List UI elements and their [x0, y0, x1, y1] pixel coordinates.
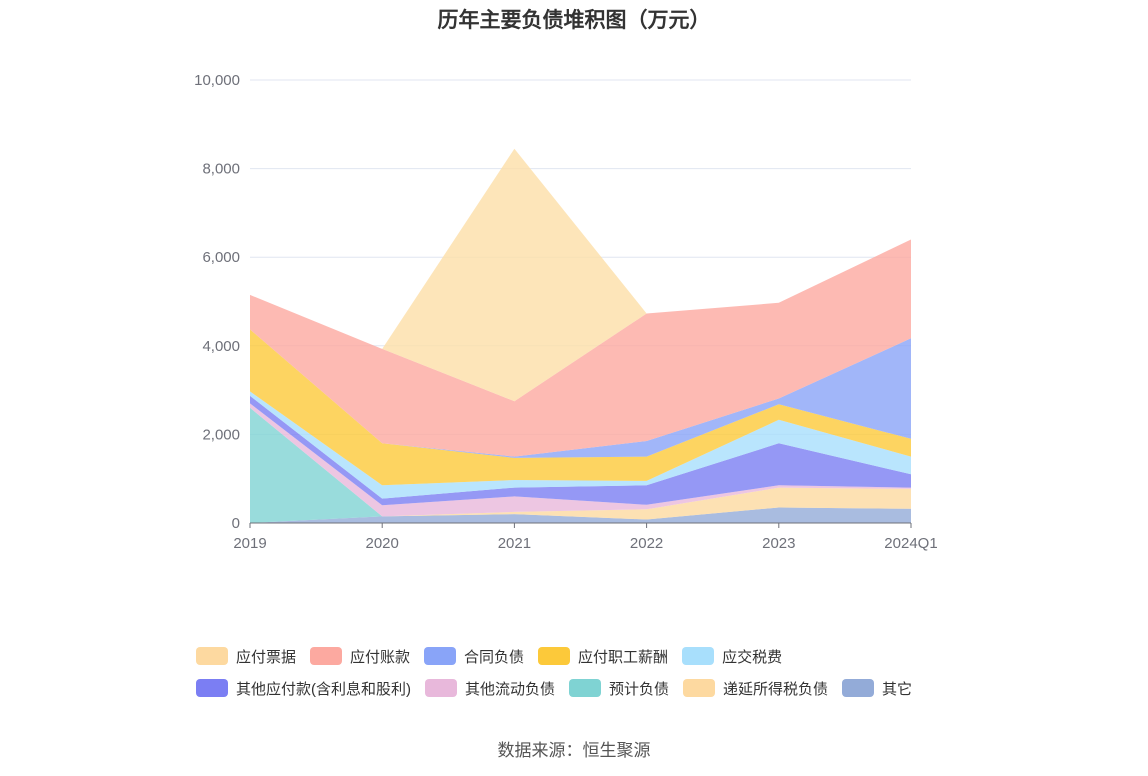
series-area — [250, 487, 911, 523]
y-tick-label: 10,000 — [194, 72, 240, 89]
legend-label: 其他流动负债 — [465, 680, 556, 698]
legend-item[interactable]: 应付账款 — [310, 646, 410, 667]
legend-label: 应付票据 — [236, 648, 297, 666]
legend-label: 应付职工薪酬 — [578, 648, 669, 666]
y-tick-label: 0 — [232, 515, 240, 532]
chart-title: 历年主要负债堆积图（万元） — [437, 9, 711, 32]
x-tick-label: 2020 — [366, 535, 399, 552]
legend-item[interactable]: 合同负债 — [424, 646, 524, 667]
legend-row: 其他应付款(含利息和股利) 其他流动负债 预计负债 递延所得税负债 其它 — [196, 672, 996, 704]
legend-item[interactable]: 应交税费 — [682, 646, 782, 667]
legend-label: 应交税费 — [722, 648, 783, 666]
legend-swatch — [196, 647, 228, 665]
legend-item[interactable]: 应付职工薪酬 — [538, 646, 668, 667]
legend-label: 其它 — [882, 680, 913, 698]
stacked-area-chart: 0 2,000 4,000 6,000 8,000 10,000 2019 2020 2021 2… — [194, 72, 938, 552]
legend-label: 递延所得税负债 — [723, 680, 829, 698]
y-tick-label: 2,000 — [202, 426, 240, 443]
legend-label: 预计负债 — [609, 680, 670, 698]
legend-swatch — [538, 647, 571, 665]
series-area — [250, 239, 911, 457]
legend-swatch — [196, 679, 228, 697]
series-area — [250, 407, 911, 523]
legend-label: 其他应付款(含利息和股利) — [236, 680, 411, 698]
x-tick-label: 2022 — [630, 535, 663, 552]
legend-row: 应付票据 应付账款 合同负债 应付职工薪酬 应交税费 — [196, 640, 996, 672]
legend-item[interactable]: 其它 — [842, 678, 912, 699]
x-tick-label: 2024Q1 — [884, 535, 937, 552]
legend-label: 合同负债 — [464, 648, 525, 666]
legend-item[interactable]: 其他流动负债 — [425, 678, 555, 699]
axes: 0 2,000 4,000 6,000 8,000 10,000 2019 2020 2021 2… — [194, 72, 938, 552]
y-tick-label: 4,000 — [202, 338, 240, 355]
x-tick-label: 2023 — [762, 535, 795, 552]
series-area — [250, 148, 911, 402]
legend-swatch — [424, 647, 457, 665]
data-source-note: 数据来源：恒生聚源 — [497, 741, 651, 760]
legend-label: 应付账款 — [350, 648, 411, 666]
legend-swatch — [569, 679, 602, 697]
y-tick-label: 6,000 — [202, 249, 240, 266]
x-tick-label: 2021 — [498, 535, 531, 552]
legend-item[interactable]: 递延所得税负债 — [683, 678, 828, 699]
legend-swatch — [310, 647, 343, 665]
legend-swatch — [842, 679, 875, 697]
series-areas — [250, 148, 911, 523]
x-tick-label: 2019 — [233, 535, 266, 552]
legend-item[interactable]: 应付票据 — [196, 646, 296, 667]
legend-swatch — [682, 647, 715, 665]
legend-item[interactable]: 预计负债 — [569, 678, 669, 699]
legend: 应付票据 应付账款 合同负债 应付职工薪酬 应交税费其他应付款(含利息和股利) 其他流动负… — [196, 640, 996, 704]
y-tick-label: 8,000 — [202, 161, 240, 178]
series-area — [250, 507, 911, 523]
legend-swatch — [425, 679, 457, 697]
series-area — [250, 329, 911, 486]
series-area — [250, 395, 911, 506]
legend-swatch — [683, 679, 716, 697]
legend-item[interactable]: 其他应付款(含利息和股利) — [196, 678, 411, 699]
